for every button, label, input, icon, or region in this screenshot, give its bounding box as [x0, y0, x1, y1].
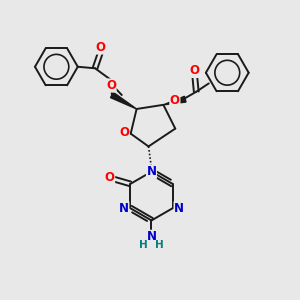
Text: O: O: [170, 94, 180, 107]
Text: O: O: [95, 41, 105, 54]
Text: O: O: [106, 79, 116, 92]
Text: O: O: [119, 126, 129, 139]
Text: N: N: [146, 165, 157, 178]
Polygon shape: [110, 92, 136, 109]
Text: O: O: [105, 171, 115, 184]
Text: N: N: [119, 202, 129, 215]
Text: H: H: [155, 240, 164, 250]
Text: H: H: [139, 240, 148, 250]
Text: N: N: [174, 202, 184, 215]
Text: O: O: [190, 64, 200, 77]
Polygon shape: [164, 96, 186, 105]
Text: N: N: [146, 230, 157, 243]
